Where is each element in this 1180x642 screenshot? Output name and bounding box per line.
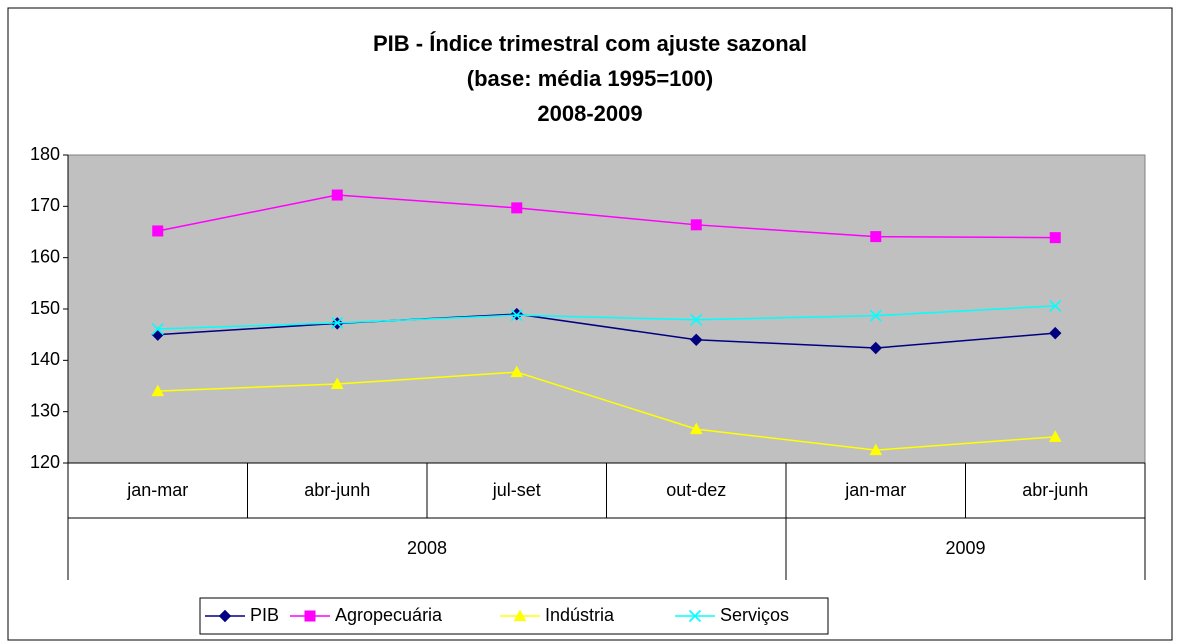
- marker: [1049, 299, 1062, 312]
- marker: [152, 225, 164, 237]
- marker: [690, 219, 702, 231]
- x-tick-label: out-dez: [666, 480, 726, 500]
- legend-label: Serviços: [720, 605, 789, 625]
- y-tick-label: 150: [30, 298, 60, 318]
- marker: [511, 202, 523, 214]
- marker: [510, 309, 523, 322]
- marker: [330, 377, 344, 389]
- x-tick-label: abr-junh: [304, 480, 370, 500]
- marker: [331, 316, 344, 329]
- marker: [513, 609, 527, 621]
- marker: [1049, 232, 1061, 244]
- marker: [1048, 430, 1062, 442]
- plot-area: [67, 154, 1146, 464]
- marker: [870, 231, 882, 243]
- x-tick-label: jul-set: [492, 480, 541, 500]
- marker: [688, 609, 702, 623]
- marker: [869, 309, 882, 322]
- marker: [1049, 326, 1062, 340]
- y-tick-label: 180: [30, 144, 60, 164]
- legend-label: Indústria: [545, 605, 615, 625]
- marker: [151, 384, 165, 397]
- legend-label: Agropecuária: [335, 605, 443, 625]
- series-line: [157, 194, 1056, 239]
- marker: [690, 313, 703, 326]
- marker: [151, 322, 164, 336]
- x-tick-label: abr-junh: [1022, 480, 1088, 500]
- series-line: [157, 371, 1056, 451]
- y-tick-label: 170: [30, 195, 60, 215]
- marker: [869, 341, 882, 355]
- marker: [869, 443, 883, 456]
- series-line: [157, 305, 1056, 330]
- y-tick-label: 130: [30, 400, 60, 420]
- x-tick-label: jan-mar: [126, 480, 188, 500]
- y-tick-label: 160: [30, 246, 60, 266]
- marker: [304, 610, 316, 622]
- marker: [689, 422, 703, 435]
- x-tick-label: jan-mar: [844, 480, 906, 500]
- marker: [218, 609, 232, 623]
- marker: [331, 189, 343, 201]
- chart-title: PIB - Índice trimestral com ajuste sazon…: [373, 31, 807, 56]
- y-tick-label: 120: [30, 452, 60, 472]
- chart-title: 2008-2009: [537, 101, 642, 126]
- chart-title: (base: média 1995=100): [467, 66, 713, 91]
- x-group-label: 2008: [407, 538, 447, 558]
- x-group-label: 2009: [945, 538, 985, 558]
- marker: [510, 365, 524, 378]
- legend-label: PIB: [250, 605, 279, 625]
- y-tick-label: 140: [30, 349, 60, 369]
- marker: [690, 333, 703, 347]
- series-line: [157, 313, 1056, 349]
